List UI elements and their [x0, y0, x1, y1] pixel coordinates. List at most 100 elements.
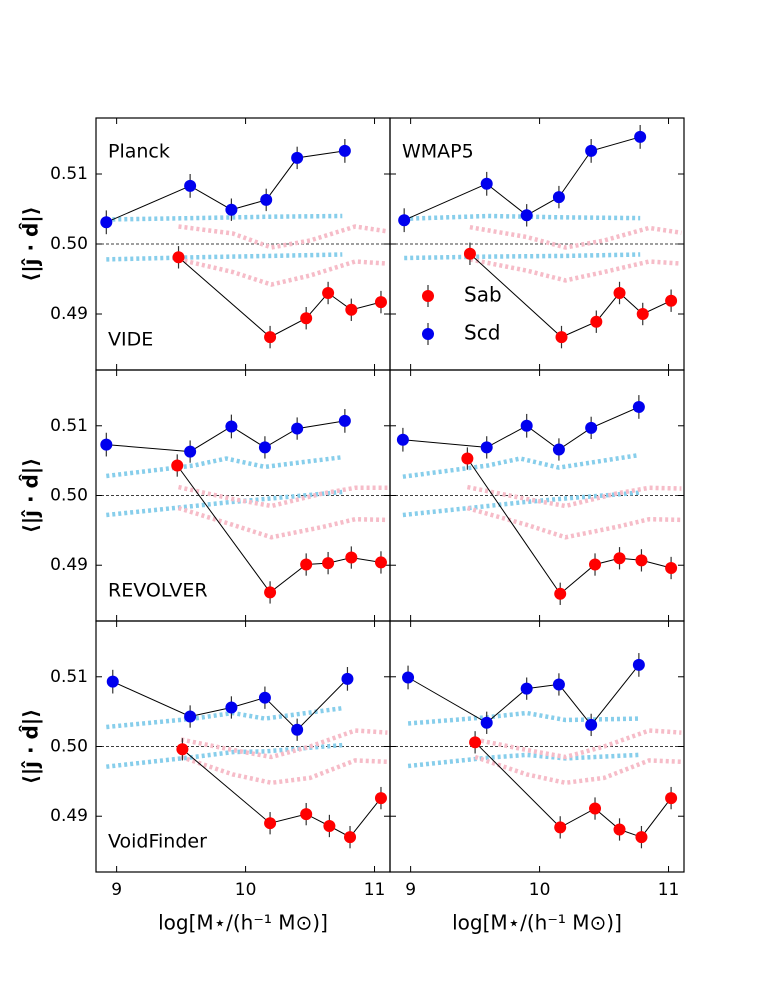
data-point — [396, 433, 409, 446]
band-line — [466, 484, 682, 509]
x-tick-label: 9 — [405, 880, 416, 900]
data-point — [461, 452, 474, 465]
data-point — [264, 586, 277, 599]
connect-line — [106, 420, 345, 453]
y-axis-label: ⟨|ĵ · d̂|⟩ — [19, 709, 43, 785]
y-tick-label: 0.49 — [50, 304, 88, 324]
connect-line — [112, 678, 348, 731]
band-line — [178, 224, 388, 250]
data-point — [613, 287, 626, 299]
data-point — [345, 551, 358, 564]
connect-line — [474, 741, 672, 838]
legend-marker — [422, 290, 434, 302]
data-point — [258, 441, 271, 454]
x-tick-label: 10 — [235, 880, 257, 900]
band-line — [469, 224, 682, 250]
data-point — [402, 671, 415, 684]
data-point — [291, 723, 304, 736]
panel: 0.49 0.50 0.51 9 10 11 VoidFinder ⟨|ĵ · d̂|⟩ log… — [19, 620, 391, 935]
data-point — [171, 459, 184, 472]
data-point — [552, 443, 565, 456]
data-point — [520, 419, 533, 432]
y-tick-label: 0.51 — [50, 416, 88, 436]
data-point — [480, 177, 493, 190]
data-point — [338, 414, 351, 427]
legend-label: Sab — [464, 283, 502, 307]
data-point — [520, 682, 533, 695]
band-line — [474, 754, 682, 786]
data-point — [374, 792, 387, 805]
panel-label: VoidFinder — [108, 831, 207, 853]
x-axis-label: log[M⋆/(h⁻¹ M⊙)] — [158, 911, 328, 935]
connect-line — [403, 136, 641, 221]
data-point — [172, 251, 185, 264]
band-line — [106, 213, 343, 222]
legend-label: Scd — [464, 321, 500, 345]
band-line — [404, 252, 641, 261]
data-point — [552, 678, 565, 691]
data-point — [555, 331, 568, 344]
panel-label: Planck — [108, 141, 170, 163]
data-point — [665, 792, 678, 805]
data-point — [398, 214, 411, 227]
data-point — [632, 658, 645, 671]
panel-label: VIDE — [108, 329, 153, 351]
data-point — [300, 558, 313, 571]
band-line — [474, 728, 682, 760]
data-point — [552, 191, 565, 204]
data-point — [665, 294, 678, 307]
y-tick-label: 0.50 — [50, 486, 88, 506]
data-point — [323, 819, 336, 832]
x-tick-label: 11 — [658, 880, 680, 900]
band-line — [106, 705, 343, 730]
data-point — [225, 203, 238, 216]
data-point — [291, 151, 304, 164]
y-axis-label: ⟨|ĵ · d̂|⟩ — [19, 206, 43, 282]
panel-label: WMAP5 — [402, 141, 474, 163]
data-point — [463, 247, 476, 260]
panel: 9 10 11 log[M⋆/(h⁻¹ M⊙)] — [389, 620, 685, 935]
data-point — [613, 823, 626, 836]
y-tick-label: 0.50 — [50, 737, 88, 757]
data-point — [636, 308, 649, 320]
data-point — [225, 701, 238, 714]
data-point — [613, 552, 626, 565]
connect-line — [178, 256, 382, 338]
data-point — [344, 831, 357, 844]
data-point — [374, 556, 387, 569]
x-tick-label: 9 — [111, 880, 122, 900]
band-line — [106, 742, 343, 769]
data-point — [634, 130, 647, 143]
data-point — [665, 562, 678, 575]
data-point — [184, 445, 197, 458]
data-point — [554, 821, 567, 834]
connect-line — [176, 465, 382, 594]
data-point — [554, 587, 567, 600]
data-point — [225, 420, 238, 433]
panel: 0.49 0.50 0.51 REVOLVER ⟨|ĵ · d̂|⟩ — [19, 369, 391, 622]
data-point — [520, 209, 533, 222]
band-line — [177, 257, 388, 287]
data-point — [635, 554, 648, 567]
data-point — [300, 312, 313, 325]
y-tick-label: 0.51 — [50, 667, 88, 687]
data-point — [635, 831, 648, 844]
band-line — [469, 257, 682, 283]
band-line — [180, 728, 388, 760]
data-point — [322, 287, 335, 299]
data-point — [585, 421, 598, 434]
data-point — [469, 736, 482, 749]
legend-marker — [422, 328, 434, 340]
data-point — [176, 743, 189, 756]
connect-line — [407, 664, 640, 726]
data-point — [585, 144, 598, 157]
band-line — [407, 752, 640, 769]
band-line — [180, 754, 388, 786]
connect-line — [182, 748, 382, 838]
band-line — [178, 484, 388, 509]
data-point — [345, 303, 358, 316]
band-line — [106, 454, 343, 479]
data-point — [184, 179, 197, 192]
